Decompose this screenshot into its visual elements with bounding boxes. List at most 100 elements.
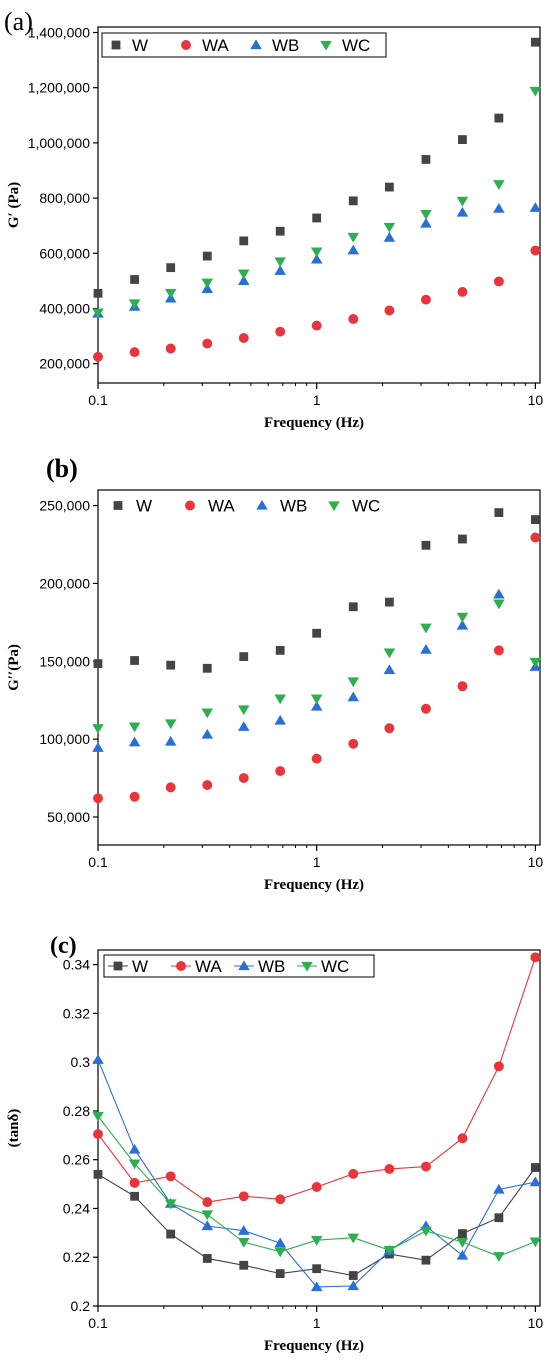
data-point	[420, 623, 432, 634]
data-point	[201, 1220, 214, 1231]
data-point	[129, 347, 140, 358]
data-point	[420, 643, 432, 654]
data-point	[348, 314, 359, 324]
data-point	[128, 1159, 141, 1170]
data-point	[383, 1246, 396, 1256]
legend-label: WB	[280, 497, 307, 516]
legend: W WA WB WC	[113, 497, 380, 516]
data-point	[347, 677, 360, 688]
series-w	[93, 508, 540, 673]
y-tick-label: 50,000	[47, 809, 90, 825]
y-tick-label: 0.32	[63, 1005, 90, 1021]
legend-marker	[176, 961, 186, 971]
data-point	[456, 612, 469, 623]
data-point	[384, 305, 395, 316]
data-point	[128, 1143, 141, 1154]
x-tick-label: 0.1	[88, 392, 108, 408]
data-point	[348, 602, 358, 612]
data-point	[420, 1226, 432, 1237]
data-point	[311, 1182, 322, 1192]
x-tick-label: 0.1	[88, 1315, 108, 1331]
data-point	[129, 791, 140, 802]
data-point	[384, 597, 394, 607]
x-tick-label: 0.1	[88, 854, 108, 870]
y-axis-label: (tanδ)	[6, 1109, 22, 1148]
x-axis-label: Frequency (Hz)	[264, 415, 364, 431]
data-point	[493, 1183, 505, 1194]
legend-marker	[301, 961, 313, 972]
y-tick-label: 1,400,000	[28, 25, 90, 41]
data-point	[383, 648, 396, 659]
y-tick-label: 150,000	[39, 653, 90, 669]
plot-frame	[97, 26, 541, 384]
data-point	[92, 724, 104, 734]
y-tick-label: 0.3	[71, 1054, 91, 1070]
data-point	[420, 209, 432, 220]
data-point	[202, 1197, 213, 1208]
data-point	[421, 1255, 431, 1265]
data-point	[458, 1229, 467, 1238]
data-point	[456, 1249, 469, 1260]
data-point	[383, 231, 396, 242]
data-point	[530, 532, 541, 543]
legend: W WA WB WC	[103, 954, 375, 978]
data-point	[202, 338, 213, 349]
series-wc	[92, 86, 542, 319]
data-point	[348, 738, 359, 749]
x-tick-label: 10	[528, 854, 544, 870]
data-point	[130, 1191, 139, 1201]
data-point	[348, 196, 358, 206]
x-tick-label: 10	[528, 1315, 544, 1331]
data-point	[458, 135, 467, 144]
data-point	[529, 202, 542, 212]
data-point	[237, 721, 250, 731]
y-tick-label: 0.26	[63, 1152, 90, 1168]
data-point	[164, 288, 177, 299]
data-point	[310, 1281, 323, 1292]
legend-label: WB	[272, 36, 299, 55]
y-tick-label: 200,000	[39, 575, 90, 591]
data-point	[275, 645, 285, 655]
y-tick-label: 0.24	[63, 1200, 90, 1216]
data-point	[92, 1054, 104, 1064]
y-tick-label: 0.2	[71, 1298, 91, 1314]
data-point	[457, 681, 468, 692]
data-point	[493, 645, 504, 656]
legend-marker	[111, 40, 121, 50]
data-point	[129, 1177, 140, 1188]
y-tick-label: 800,000	[39, 190, 90, 206]
y-tick-label: 1,000,000	[28, 135, 90, 151]
data-point	[237, 275, 250, 286]
data-point	[237, 1237, 250, 1248]
data-point	[164, 735, 177, 746]
data-point	[274, 257, 286, 268]
data-point	[310, 694, 323, 705]
series-wb	[92, 588, 542, 752]
data-point	[529, 86, 542, 97]
data-point	[421, 155, 431, 164]
data-point	[130, 275, 139, 284]
data-point	[348, 1271, 358, 1280]
data-point	[493, 599, 505, 610]
legend-label: WA	[208, 497, 235, 516]
x-tick-label: 1	[313, 1315, 321, 1331]
series-wa	[93, 952, 541, 1208]
legend-marker	[250, 39, 262, 50]
data-point	[383, 222, 396, 233]
panel-label: (c)	[50, 933, 77, 959]
y-tick-label: 400,000	[39, 300, 90, 316]
y-tick-label: 1,200,000	[28, 80, 90, 96]
data-point	[274, 1237, 286, 1248]
data-point	[92, 308, 104, 319]
data-point	[530, 1163, 540, 1172]
data-point	[347, 232, 360, 243]
legend-label: W	[132, 36, 148, 55]
data-point	[274, 1247, 286, 1258]
y-tick-label: 200,000	[39, 356, 90, 372]
data-point	[312, 628, 322, 638]
data-point	[310, 1236, 323, 1246]
data-point	[384, 182, 394, 192]
data-point	[384, 723, 395, 734]
series-line	[97, 957, 536, 1203]
